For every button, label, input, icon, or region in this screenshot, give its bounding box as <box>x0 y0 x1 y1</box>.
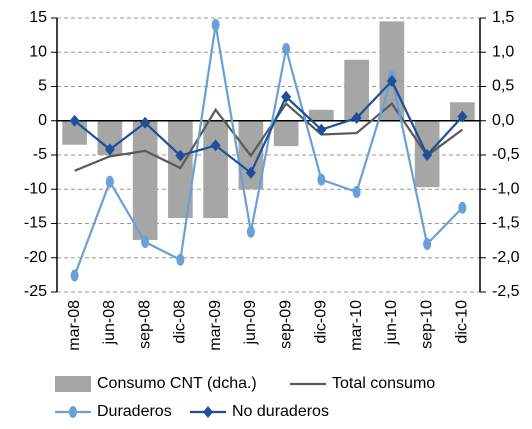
line <box>74 101 464 172</box>
marker <box>317 173 326 186</box>
marker <box>210 139 221 152</box>
y-tick-label: 15 <box>29 9 47 26</box>
x-tick-label: sep-10 <box>418 300 435 349</box>
y2-tick-label: 1,5 <box>492 9 514 26</box>
x-tick-label: dic-09 <box>313 300 330 344</box>
marker <box>175 149 186 162</box>
x-tick-label: dic-10 <box>454 300 471 344</box>
marker <box>457 110 468 123</box>
marker <box>105 175 114 188</box>
legend-item: Duraderos <box>55 403 172 420</box>
x-tick-label: sep-09 <box>277 300 294 349</box>
marker <box>316 123 327 136</box>
legend-item: No duraderos <box>190 403 329 420</box>
marker <box>176 253 185 266</box>
y-tick-label: -20 <box>24 249 47 266</box>
legend-marker <box>69 406 77 418</box>
legend-label: No duraderos <box>232 403 329 420</box>
legend-item: Consumo CNT (dcha.) <box>55 375 257 392</box>
y2-tick-label: 1,0 <box>492 43 514 60</box>
x-tick-label: jun-10 <box>383 300 400 346</box>
marker <box>386 75 397 88</box>
y2-tick-label: 0,5 <box>492 78 514 95</box>
legend-item: Total consumo <box>290 375 435 392</box>
marker <box>140 116 151 129</box>
marker <box>211 18 220 31</box>
marker <box>281 90 292 103</box>
marker <box>352 185 361 198</box>
x-tick-label: mar-08 <box>66 300 83 351</box>
marker <box>246 225 255 238</box>
bar <box>273 120 299 147</box>
y-tick-label: -25 <box>24 283 47 300</box>
y2-tick-label: -2,5 <box>492 283 520 300</box>
marker <box>282 42 291 55</box>
legend-label: Consumo CNT (dcha.) <box>97 375 257 392</box>
legend-label: Duraderos <box>97 403 172 420</box>
y-tick-label: -15 <box>24 215 47 232</box>
y2-tick-label: -1,5 <box>492 215 520 232</box>
y2-tick-label: 0,0 <box>492 112 514 129</box>
x-tick-label: sep-08 <box>136 300 153 349</box>
x-tick-label: dic-08 <box>172 300 189 344</box>
legend-label: Total consumo <box>332 375 435 392</box>
y2-tick-label: -0,5 <box>492 146 520 163</box>
y-tick-label: -10 <box>24 180 47 197</box>
marker <box>141 235 150 248</box>
marker <box>351 112 362 125</box>
marker <box>423 238 432 251</box>
x-tick-label: mar-10 <box>348 300 365 351</box>
bar <box>132 120 158 240</box>
legend-swatch <box>55 376 91 392</box>
marker <box>422 149 433 161</box>
y-tick-label: 10 <box>29 43 47 60</box>
y2-tick-label: -2,0 <box>492 249 520 266</box>
bar <box>203 120 228 219</box>
line <box>73 79 464 175</box>
legend-marker <box>203 406 213 418</box>
x-tick-label: mar-09 <box>207 300 224 351</box>
y2-tick-label: -1,0 <box>492 180 520 197</box>
line <box>73 24 464 276</box>
y-tick-label: -5 <box>33 146 47 163</box>
marker <box>104 143 115 156</box>
x-tick-label: jun-09 <box>242 300 259 346</box>
y-tick-label: 0 <box>38 112 47 129</box>
y-tick-label: 5 <box>38 78 47 95</box>
marker <box>245 166 256 179</box>
x-tick-label: jun-08 <box>101 300 118 346</box>
marker <box>458 201 467 214</box>
marker <box>70 269 79 282</box>
marker <box>69 114 80 127</box>
bar <box>309 109 334 121</box>
bar <box>344 59 369 121</box>
